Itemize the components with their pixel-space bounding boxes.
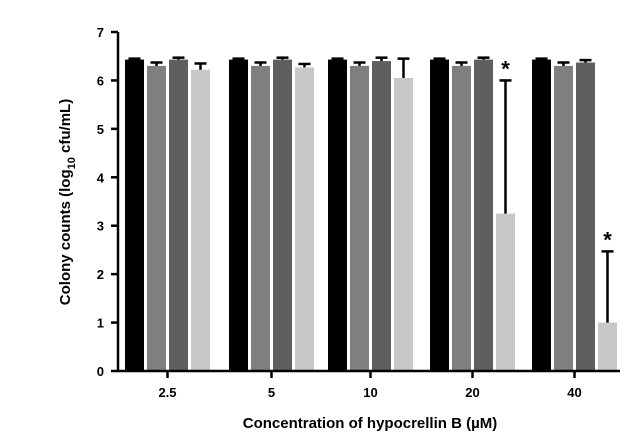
y-tick-label: 4: [97, 170, 105, 185]
bar: [350, 65, 369, 372]
bar: [474, 59, 493, 372]
bar: [430, 59, 449, 372]
bar: [532, 59, 551, 372]
y-ticks: 0 1 2 3 4 5 6 7: [97, 25, 118, 379]
bar: [496, 213, 515, 371]
bar: [576, 62, 595, 371]
y-tick-label: 0: [97, 364, 104, 379]
significance-star: *: [501, 56, 510, 81]
y-tick-label: 2: [97, 267, 104, 282]
bar: [394, 78, 413, 371]
bar: [372, 61, 391, 372]
bar: [452, 65, 471, 372]
x-tick-label: 10: [363, 385, 377, 400]
y-axis-title-tail: cfu/mL): [57, 99, 74, 157]
x-tick-label: 20: [465, 385, 479, 400]
y-axis-title: Colony counts (log10 cfu/mL): [57, 99, 78, 305]
x-ticks: 2.5 5 10 20 40: [158, 371, 582, 400]
bar: [191, 69, 210, 371]
y-tick-label: 6: [97, 73, 104, 88]
bar: [251, 65, 270, 372]
bar: [598, 322, 617, 371]
y-axis-title-main: Colony counts (log: [57, 169, 74, 305]
y-tick-label: 7: [97, 25, 104, 40]
y-tick-label: 1: [97, 316, 104, 331]
y-tick-label: 3: [97, 219, 104, 234]
significance-star: *: [603, 227, 612, 252]
x-axis-title: Concentration of hypocrellin B (µM): [243, 415, 497, 432]
y-tick-label: 5: [97, 122, 104, 137]
bar: [328, 59, 347, 372]
bar: [295, 67, 314, 372]
significance-markers: **: [501, 56, 612, 252]
bars-layer: [125, 59, 617, 372]
bar: [125, 59, 144, 372]
x-tick-label: 2.5: [158, 385, 176, 400]
bar: [554, 65, 573, 372]
x-tick-label: 40: [567, 385, 581, 400]
bar: [147, 65, 166, 372]
error-bars-layer: [128, 56, 614, 323]
y-axis-title-subscript: 10: [66, 157, 78, 169]
bar: [273, 59, 292, 372]
bar: [229, 59, 248, 372]
bar: [169, 59, 188, 372]
x-tick-label: 5: [268, 385, 275, 400]
